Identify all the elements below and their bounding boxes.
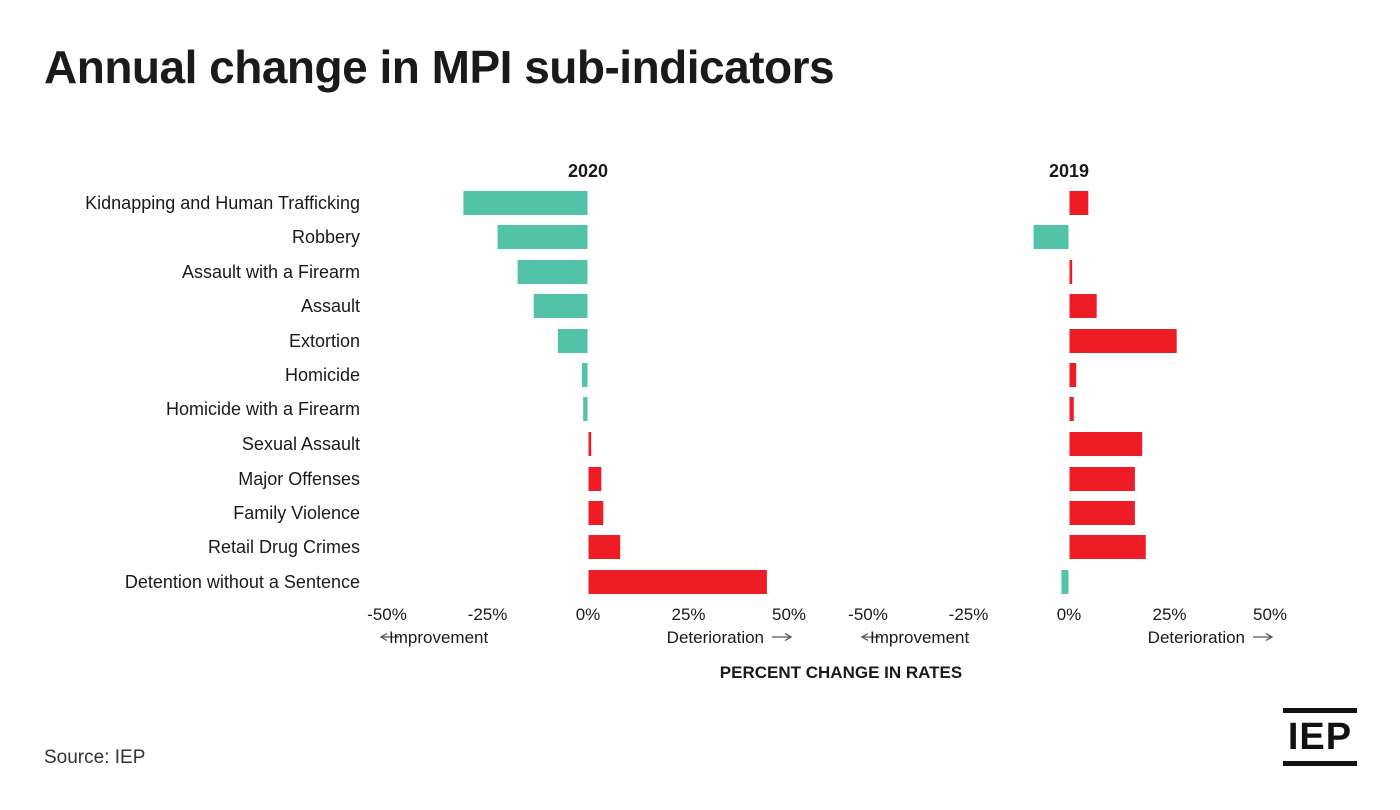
category-label-5: Homicide	[285, 365, 360, 385]
category-label-6: Homicide with a Firearm	[166, 399, 360, 419]
bar-2019-2	[1069, 260, 1073, 284]
bar-2020-2	[517, 260, 588, 284]
improvement-label-2020: Improvement	[389, 628, 488, 647]
category-label-7: Sexual Assault	[242, 434, 360, 454]
category-label-11: Detention without a Sentence	[125, 572, 360, 592]
tick-label-2020-2: 0%	[576, 605, 601, 624]
chart-title: Annual change in MPI sub-indicators	[44, 41, 835, 93]
bar-2020-3	[533, 294, 588, 318]
tick-label-2020-3: 25%	[671, 605, 705, 624]
bar-2020-7	[588, 432, 592, 456]
bar-2019-4	[1069, 329, 1177, 353]
improvement-label-2019: Improvement	[870, 628, 969, 647]
iep-logo: IEP	[1283, 708, 1357, 766]
improvement-arrow-2020-head	[379, 632, 388, 642]
tick-label-2020-1: -25%	[468, 605, 508, 624]
bar-2020-4	[557, 329, 588, 353]
category-label-2: Assault with a Firearm	[182, 262, 360, 282]
bar-2019-6	[1069, 397, 1074, 421]
deterioration-label-2020: Deterioration	[667, 628, 764, 647]
source-note: Source: IEP	[44, 747, 146, 768]
panel-title-2019: 2019	[1049, 161, 1089, 181]
bar-2020-5	[582, 363, 588, 387]
bar-2020-10	[588, 535, 621, 559]
bar-2019-3	[1069, 294, 1097, 318]
bar-2020-9	[588, 501, 604, 525]
category-label-0: Kidnapping and Human Trafficking	[85, 193, 360, 213]
bar-2019-10	[1069, 535, 1146, 559]
category-label-4: Extortion	[289, 331, 360, 351]
bar-2019-7	[1069, 432, 1143, 456]
panel-title-2020: 2020	[568, 161, 608, 181]
bar-2020-1	[497, 225, 588, 249]
bar-2019-11	[1061, 570, 1069, 594]
iep-logo-text: IEP	[1287, 716, 1353, 758]
deterioration-arrow-2019-head	[1265, 632, 1274, 642]
bar-2020-6	[583, 397, 588, 421]
tick-label-2019-3: 25%	[1152, 605, 1186, 624]
category-label-9: Family Violence	[233, 503, 360, 523]
tick-label-2019-4: 50%	[1253, 605, 1287, 624]
category-label-8: Major Offenses	[238, 469, 360, 489]
deterioration-arrow-2020-head	[784, 632, 793, 642]
bar-2020-11	[588, 570, 767, 594]
tick-label-2020-0: -50%	[367, 605, 407, 624]
improvement-arrow-2019-head	[860, 632, 869, 642]
tick-label-2019-1: -25%	[949, 605, 989, 624]
tick-label-2019-2: 0%	[1057, 605, 1082, 624]
x-axis-label: PERCENT CHANGE IN RATES	[720, 663, 962, 682]
category-label-1: Robbery	[292, 227, 360, 247]
bar-2020-0	[463, 191, 588, 215]
bar-2019-0	[1069, 191, 1089, 215]
deterioration-label-2019: Deterioration	[1148, 628, 1245, 647]
bar-2019-1	[1033, 225, 1069, 249]
category-label-10: Retail Drug Crimes	[208, 537, 360, 557]
tick-label-2019-0: -50%	[848, 605, 888, 624]
tick-label-2020-4: 50%	[772, 605, 806, 624]
bar-2019-9	[1069, 501, 1135, 525]
bar-2020-8	[588, 467, 602, 491]
category-label-3: Assault	[301, 296, 360, 316]
bar-2019-5	[1069, 363, 1077, 387]
bar-2019-8	[1069, 467, 1135, 491]
